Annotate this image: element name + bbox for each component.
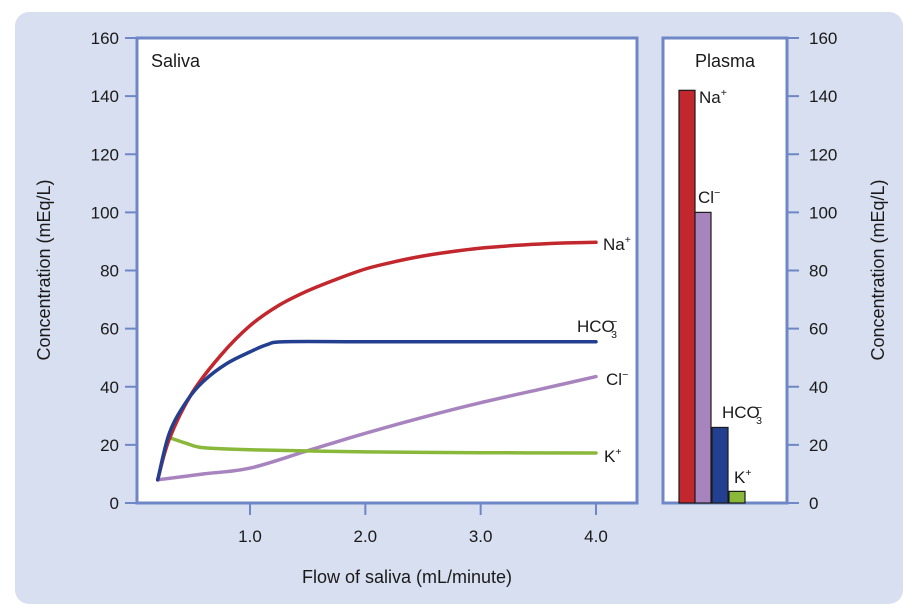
left-y-tick-label: 140: [91, 87, 119, 106]
bar-hco3: [711, 426, 729, 504]
label-na-saliva-part: +: [625, 234, 631, 246]
left-y-axis-title: Concentration (mEq/L): [34, 179, 54, 360]
label-cl-plasma-part: −: [714, 187, 720, 199]
series-line-na: [155, 240, 598, 482]
label-hco3-plasma-sup: −: [756, 402, 762, 414]
label-cl-saliva-part: −: [622, 369, 628, 381]
left-y-tick-label: 40: [100, 378, 119, 397]
label-na-plasma-part: +: [721, 87, 727, 99]
label-na-saliva-part: Na: [603, 235, 625, 254]
left-y-tick-label: 100: [91, 203, 119, 222]
series-line-hco3: [155, 339, 598, 482]
label-k-saliva-part: +: [615, 446, 621, 458]
label-hco3-plasma: HCO: [722, 403, 760, 422]
right-y-tick-label: 60: [809, 320, 828, 339]
label-hco3-saliva-sub: 3: [611, 329, 617, 341]
right-y-tick-label: 160: [809, 29, 837, 48]
right-y-tick-label: 80: [809, 262, 828, 281]
x-tick-label: 1.0: [238, 527, 262, 546]
plasma-panel-title: Plasma: [695, 51, 756, 71]
x-tick-label: 3.0: [469, 527, 493, 546]
left-y-tick-label: 80: [100, 262, 119, 281]
x-tick-label: 2.0: [354, 527, 378, 546]
label-k-plasma-part: +: [745, 467, 751, 479]
label-cl-saliva: Cl−: [606, 369, 628, 389]
saliva-panel-title: Saliva: [151, 51, 201, 71]
label-k-plasma: K+: [734, 467, 752, 487]
label-cl-saliva-part: Cl: [606, 370, 622, 389]
label-cl-plasma-part: Cl: [698, 188, 714, 207]
bar-k: [728, 490, 746, 504]
right-y-tick-label: 100: [809, 203, 837, 222]
x-tick-label: 4.0: [584, 527, 608, 546]
label-na-plasma-part: Na: [699, 88, 721, 107]
left-y-tick-label: 0: [110, 494, 119, 513]
left-y-tick-label: 20: [100, 436, 119, 455]
right-y-tick-label: 120: [809, 145, 837, 164]
bar-cl: [694, 211, 712, 504]
label-hco3-plasma-sub: 3: [756, 415, 762, 427]
series-line-k: [167, 435, 598, 455]
label-na-plasma: Na+: [699, 87, 727, 107]
series-line-cl: [155, 374, 598, 482]
x-axis-title: Flow of saliva (mL/minute): [302, 567, 512, 587]
label-k-saliva: K+: [604, 446, 622, 466]
label-hco3-saliva: HCO: [577, 317, 615, 336]
label-k-plasma-part: K: [734, 468, 746, 487]
bar-na: [678, 89, 696, 504]
label-hco3-saliva-sup: −: [611, 316, 617, 328]
right-y-tick-label: 20: [809, 436, 828, 455]
right-y-tick-label: 40: [809, 378, 828, 397]
right-y-tick-label: 140: [809, 87, 837, 106]
label-k-saliva-part: K: [604, 447, 616, 466]
right-y-tick-label: 0: [809, 494, 818, 513]
label-na-saliva: Na+: [603, 234, 631, 254]
saliva-panel: [135, 36, 639, 505]
left-y-tick-label: 60: [100, 320, 119, 339]
left-y-tick-label: 160: [91, 29, 119, 48]
right-y-axis-title: Concentration (mEq/L): [868, 179, 888, 360]
left-y-tick-label: 120: [91, 145, 119, 164]
label-cl-plasma: Cl−: [698, 187, 720, 207]
